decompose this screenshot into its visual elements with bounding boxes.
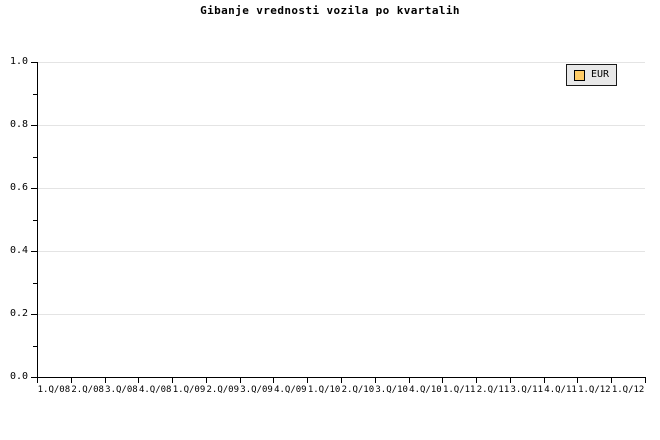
legend-label-eur: EUR	[591, 69, 610, 80]
gridline-horizontal	[37, 314, 645, 315]
x-axis-tick-label: 1.Q/11	[442, 385, 476, 395]
x-axis-tick-label: 4.Q/09	[274, 385, 307, 395]
x-axis-tick-label: 2.Q/09	[206, 385, 240, 395]
y-axis-tick-label: 0.6	[9, 182, 28, 193]
y-axis-tick-label: 1.0	[9, 56, 28, 67]
y-axis-tick-label: 0.0	[9, 371, 28, 382]
y-axis-tick-label: 0.2	[9, 308, 28, 319]
plot-area	[37, 62, 645, 377]
y-axis-minor-tick	[33, 156, 37, 158]
x-axis-tick-label: 1.Q/10	[307, 385, 341, 395]
x-axis-tick	[240, 378, 241, 383]
y-axis-tick	[31, 125, 37, 126]
x-axis-tick-label: 2.Q/08	[71, 385, 104, 395]
y-axis-tick	[31, 377, 37, 378]
x-axis-tick	[577, 378, 578, 383]
x-axis-tick-label: 1.Q/12	[578, 385, 611, 395]
x-axis-tick-label: 1.Q/08	[37, 385, 71, 395]
x-axis-line	[37, 377, 646, 378]
x-axis-tick	[476, 378, 477, 383]
y-axis-tick	[31, 314, 37, 315]
x-axis-tick	[307, 378, 308, 383]
x-axis-tick-label: 3.Q/08	[105, 385, 138, 395]
x-axis-tick-label: 3.Q/11	[510, 385, 544, 395]
y-axis-minor-tick	[33, 93, 37, 95]
x-axis-tick	[375, 378, 376, 383]
x-axis-tick-label: 3.Q/10	[375, 385, 408, 395]
y-axis-tick	[31, 251, 37, 252]
y-axis-tick-label: 0.8	[9, 119, 28, 130]
x-axis-tick-label: 2.Q/10	[341, 385, 375, 395]
x-axis-tick-label: 2.Q/11	[476, 385, 510, 395]
x-axis-tick-label: 1.Q/12	[611, 385, 645, 395]
y-axis-minor-tick	[33, 345, 37, 347]
x-axis-tick	[273, 378, 274, 383]
y-axis-tick-label: 0.4	[9, 245, 28, 256]
y-axis-tick	[31, 188, 37, 189]
gridline-horizontal	[37, 251, 645, 252]
legend-swatch-eur	[574, 69, 585, 81]
y-axis-minor-tick	[33, 219, 37, 221]
gridline-horizontal	[37, 188, 645, 189]
x-axis-tick	[645, 378, 646, 383]
x-axis-tick	[37, 378, 38, 383]
x-axis-tick	[544, 378, 545, 383]
x-axis-tick-label: 4.Q/08	[138, 385, 172, 395]
x-axis-tick	[510, 378, 511, 383]
x-axis-tick	[341, 378, 342, 383]
x-axis-tick	[611, 378, 612, 383]
x-axis-tick	[409, 378, 410, 383]
x-axis-tick	[138, 378, 139, 383]
y-axis-line	[37, 62, 38, 378]
x-axis-tick-label: 4.Q/11	[544, 385, 577, 395]
y-axis-minor-tick	[33, 282, 37, 284]
x-axis-tick	[206, 378, 207, 383]
x-axis-tick	[172, 378, 173, 383]
chart-title: Gibanje vrednosti vozila po kvartalih	[200, 4, 460, 17]
x-axis-tick	[71, 378, 72, 383]
x-axis-tick-label: 4.Q/10	[409, 385, 442, 395]
gridline-horizontal	[37, 62, 645, 63]
chart-legend[interactable]: EUR	[566, 64, 618, 86]
x-axis-tick-label: 3.Q/09	[240, 385, 273, 395]
y-axis-tick	[31, 62, 37, 63]
x-axis-tick	[442, 378, 443, 383]
gridline-horizontal	[37, 125, 645, 126]
x-axis-tick	[105, 378, 106, 383]
x-axis-tick-label: 1.Q/09	[172, 385, 206, 395]
